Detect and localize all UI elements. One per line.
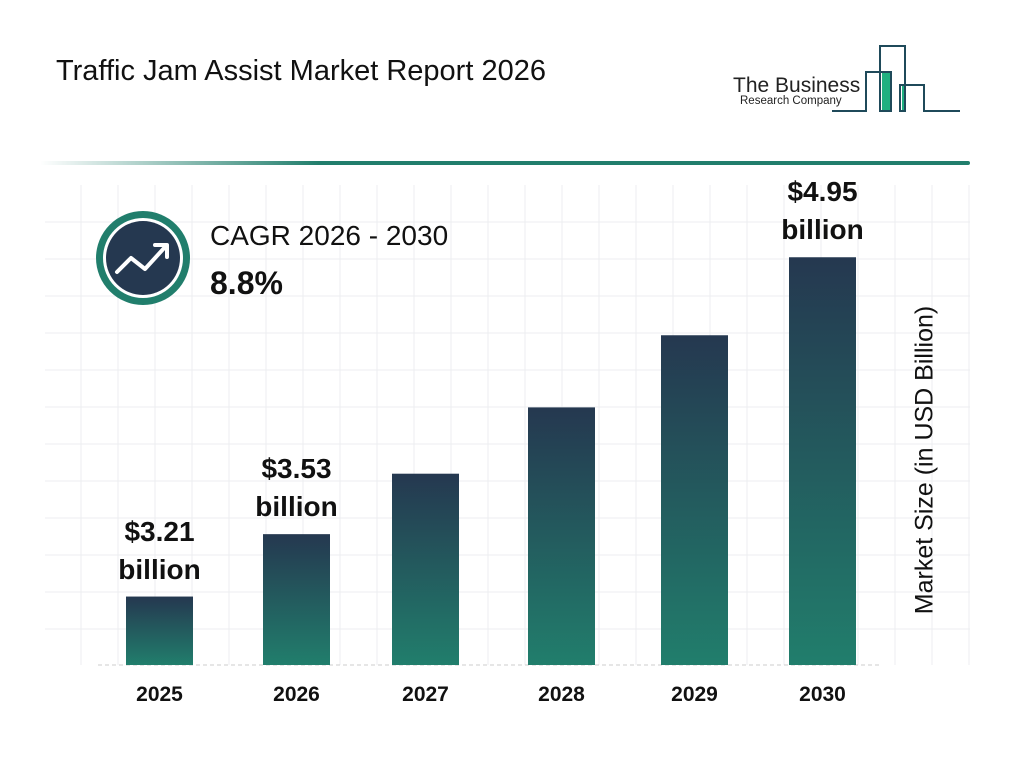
divider <box>40 161 970 165</box>
logo-buildings-icon <box>832 45 960 112</box>
data-label-unit: billion <box>255 491 338 523</box>
trending-up-icon <box>96 211 190 305</box>
data-label-amount: $3.53 <box>261 453 332 485</box>
logo-line2: Research Company <box>740 95 842 107</box>
logo-line1: The Business <box>733 74 861 97</box>
x-tick-label: 2030 <box>799 683 846 706</box>
bar-2028 <box>528 407 595 665</box>
cagr-label: CAGR 2026 - 2030 <box>210 220 449 251</box>
x-tick-label: 2025 <box>136 683 183 706</box>
bar-2027 <box>392 473 459 665</box>
bar-2025 <box>126 596 193 665</box>
bar-2030 <box>789 257 856 665</box>
data-label-amount: $4.95 <box>787 176 858 208</box>
page-title: Traffic Jam Assist Market Report 2026 <box>56 55 546 87</box>
x-tick-label: 2027 <box>402 683 449 706</box>
y-axis-label: Market Size (in USD Billion) <box>910 305 939 615</box>
data-label-unit: billion <box>118 553 201 585</box>
data-label-amount: $3.21 <box>124 515 195 547</box>
bar-2026 <box>263 534 330 665</box>
company-logo: The Business Research Company <box>700 30 980 130</box>
data-label: $3.53 billion <box>227 450 367 526</box>
cagr-value: 8.8% <box>210 265 283 301</box>
x-tick-label: 2028 <box>538 683 585 706</box>
bar-2029 <box>661 335 728 665</box>
x-tick-label: 2029 <box>671 683 718 706</box>
x-tick-label: 2026 <box>273 683 320 706</box>
data-label-unit: billion <box>781 214 864 246</box>
data-label: $4.95 billion <box>753 173 893 249</box>
data-label: $3.21 billion <box>90 513 230 589</box>
